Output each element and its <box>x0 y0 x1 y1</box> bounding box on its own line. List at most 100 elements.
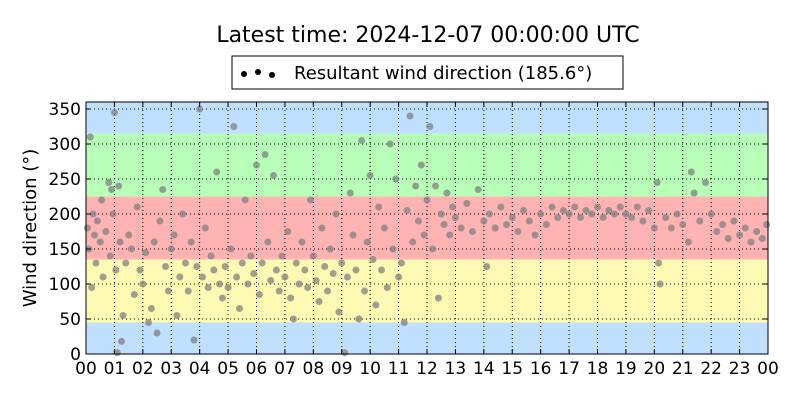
data-point <box>176 273 184 281</box>
data-point <box>250 270 258 277</box>
x-tick-label: 14 <box>473 359 495 379</box>
data-point <box>352 266 360 274</box>
data-point <box>258 259 266 267</box>
data-point <box>244 280 252 288</box>
data-point <box>315 298 323 305</box>
data-point <box>594 203 601 211</box>
data-point <box>221 263 229 270</box>
data-point <box>655 259 663 267</box>
data-point <box>639 217 647 225</box>
data-point <box>298 238 306 246</box>
data-point <box>162 263 170 270</box>
x-tick-label: 12 <box>416 359 438 379</box>
data-point <box>420 231 428 239</box>
data-point <box>122 259 130 267</box>
legend-box <box>231 55 624 90</box>
data-point <box>687 168 695 176</box>
data-point <box>383 284 391 291</box>
data-point <box>324 287 332 295</box>
data-point <box>326 245 334 253</box>
data-point <box>622 210 630 218</box>
data-point <box>145 319 153 326</box>
data-point <box>409 238 417 246</box>
data-point <box>270 172 278 179</box>
data-point <box>238 259 246 267</box>
x-tick-label: 00 <box>75 359 97 379</box>
data-point <box>468 228 476 235</box>
data-point <box>713 228 721 235</box>
data-point <box>241 196 249 204</box>
data-point <box>153 329 161 337</box>
data-point <box>278 252 286 260</box>
data-point <box>696 217 704 225</box>
data-point <box>753 228 761 235</box>
data-point <box>645 207 653 214</box>
data-point <box>724 235 732 242</box>
data-point <box>412 182 420 190</box>
data-point <box>329 270 337 277</box>
data-point <box>474 186 482 193</box>
data-point <box>426 123 434 130</box>
data-point <box>301 266 309 274</box>
data-point <box>548 203 556 211</box>
data-point <box>375 203 383 211</box>
x-tick-label: 04 <box>189 359 211 379</box>
data-point <box>363 238 371 246</box>
data-point <box>417 161 425 169</box>
x-tick-label: 01 <box>104 359 126 379</box>
data-point <box>730 217 738 225</box>
data-point <box>349 231 357 239</box>
x-tick-label: 09 <box>331 359 353 379</box>
data-point <box>216 280 224 288</box>
data-point <box>109 210 117 218</box>
data-point <box>662 214 670 221</box>
data-point <box>96 238 104 246</box>
data-point <box>210 266 218 274</box>
data-point <box>531 231 539 239</box>
data-point <box>684 238 692 246</box>
data-point <box>115 182 123 190</box>
data-point <box>92 259 100 267</box>
chart-title: Latest time: 2024-12-07 00:00:00 UTC <box>216 23 639 48</box>
y-tick-label: 150 <box>49 240 81 260</box>
data-point <box>571 203 579 211</box>
data-point <box>378 266 386 274</box>
data-point <box>89 210 97 218</box>
x-tick-label: 05 <box>217 359 239 379</box>
y-tick-label: 100 <box>49 275 81 295</box>
data-point <box>463 200 471 207</box>
data-point <box>318 224 326 232</box>
data-point <box>758 235 766 242</box>
data-point <box>437 210 445 218</box>
data-point <box>150 238 158 246</box>
data-point <box>360 287 368 295</box>
data-point <box>130 291 138 298</box>
x-tick-label: 00 <box>757 359 779 379</box>
data-point <box>116 238 124 246</box>
x-tick-label: 07 <box>274 359 296 379</box>
data-point <box>207 252 215 260</box>
data-point <box>125 231 133 239</box>
data-point <box>181 259 189 267</box>
data-point <box>170 231 178 239</box>
data-point <box>392 175 400 183</box>
data-point <box>306 196 314 204</box>
data-point <box>93 217 101 225</box>
data-point <box>255 291 263 298</box>
data-point <box>142 249 150 256</box>
data-point <box>343 273 351 281</box>
data-point <box>281 273 289 281</box>
data-point <box>224 284 232 291</box>
data-point <box>88 284 96 291</box>
legend-marker <box>269 72 275 78</box>
x-tick-label: 02 <box>132 359 154 379</box>
data-point <box>247 252 255 260</box>
data-point <box>136 266 144 274</box>
data-point <box>358 137 366 144</box>
data-point <box>414 217 422 225</box>
data-point <box>429 245 437 253</box>
data-point <box>599 214 607 221</box>
data-point <box>179 210 187 218</box>
data-point <box>446 231 454 239</box>
